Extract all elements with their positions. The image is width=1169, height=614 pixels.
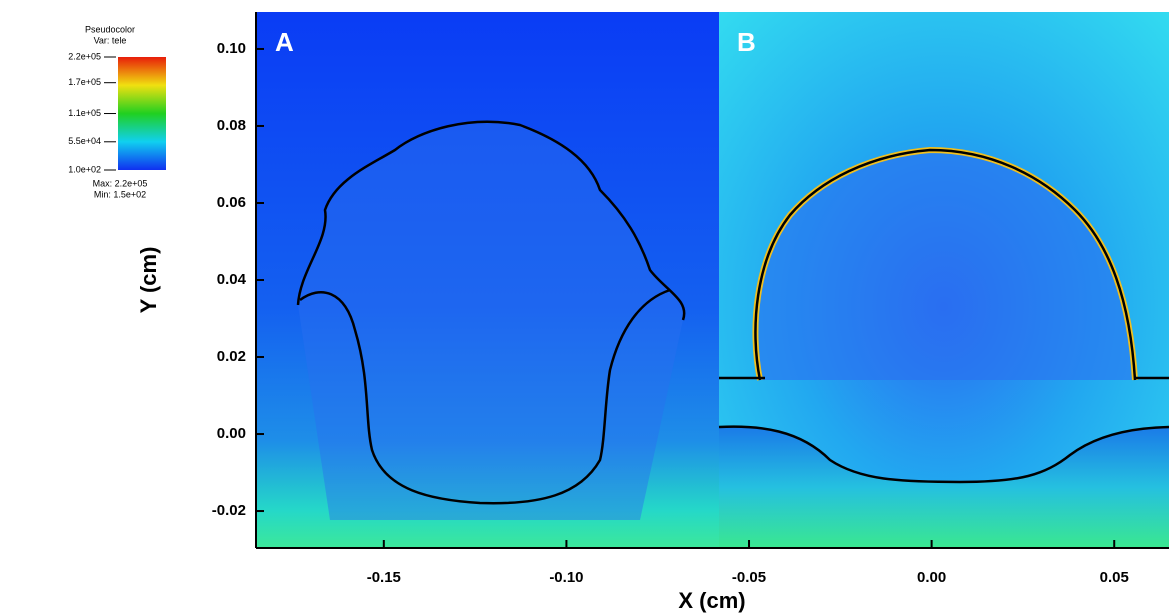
x-tick-label: -0.10 (549, 569, 583, 586)
field (256, 12, 1169, 548)
colorbar-tick-label: 5.5e+04 (68, 136, 101, 146)
colorbar-title: Pseudocolor (85, 24, 135, 34)
y-tick-label: 0.00 (217, 425, 246, 442)
y-tick-label: -0.02 (212, 502, 246, 519)
colorbar-variable: Var: tele (94, 35, 127, 45)
y-tick-label: 0.10 (217, 40, 246, 57)
y-tick-label: 0.04 (217, 271, 247, 288)
panel-label: A (275, 27, 294, 57)
colorbar (118, 57, 166, 170)
y-axis-label: Y (cm) (136, 247, 161, 314)
y-tick-label: 0.08 (217, 117, 246, 134)
interface-curve (296, 120, 686, 321)
x-axis-label: X (cm) (678, 588, 745, 613)
x-tick-label: -0.05 (732, 569, 766, 586)
colorbar-max: Max: 2.2e+05 (93, 178, 148, 188)
y-tick-label: 0.02 (217, 348, 246, 365)
y-tick-label: 0.06 (217, 194, 246, 211)
colorbar-tick-label: 2.2e+05 (68, 51, 101, 61)
x-tick-label: 0.05 (1100, 569, 1129, 586)
colorbar-min: Min: 1.5e+02 (94, 189, 146, 199)
colorbar-tick-label: 1.0e+02 (68, 164, 101, 174)
colorbar-tick-label: 1.1e+05 (68, 108, 101, 118)
bubble-shade (755, 150, 1135, 380)
bubble-shade (298, 121, 685, 520)
interface-curve (718, 425, 1169, 484)
interface-curve (754, 148, 1137, 381)
interface-curve (299, 288, 671, 505)
colorbar-tick-label: 1.7e+05 (68, 77, 101, 87)
x-tick-label: 0.00 (917, 569, 946, 586)
panel-a-field (256, 12, 719, 548)
lower-layer (719, 426, 1169, 548)
panel-label: B (737, 27, 756, 57)
x-tick-label: -0.15 (367, 569, 401, 586)
